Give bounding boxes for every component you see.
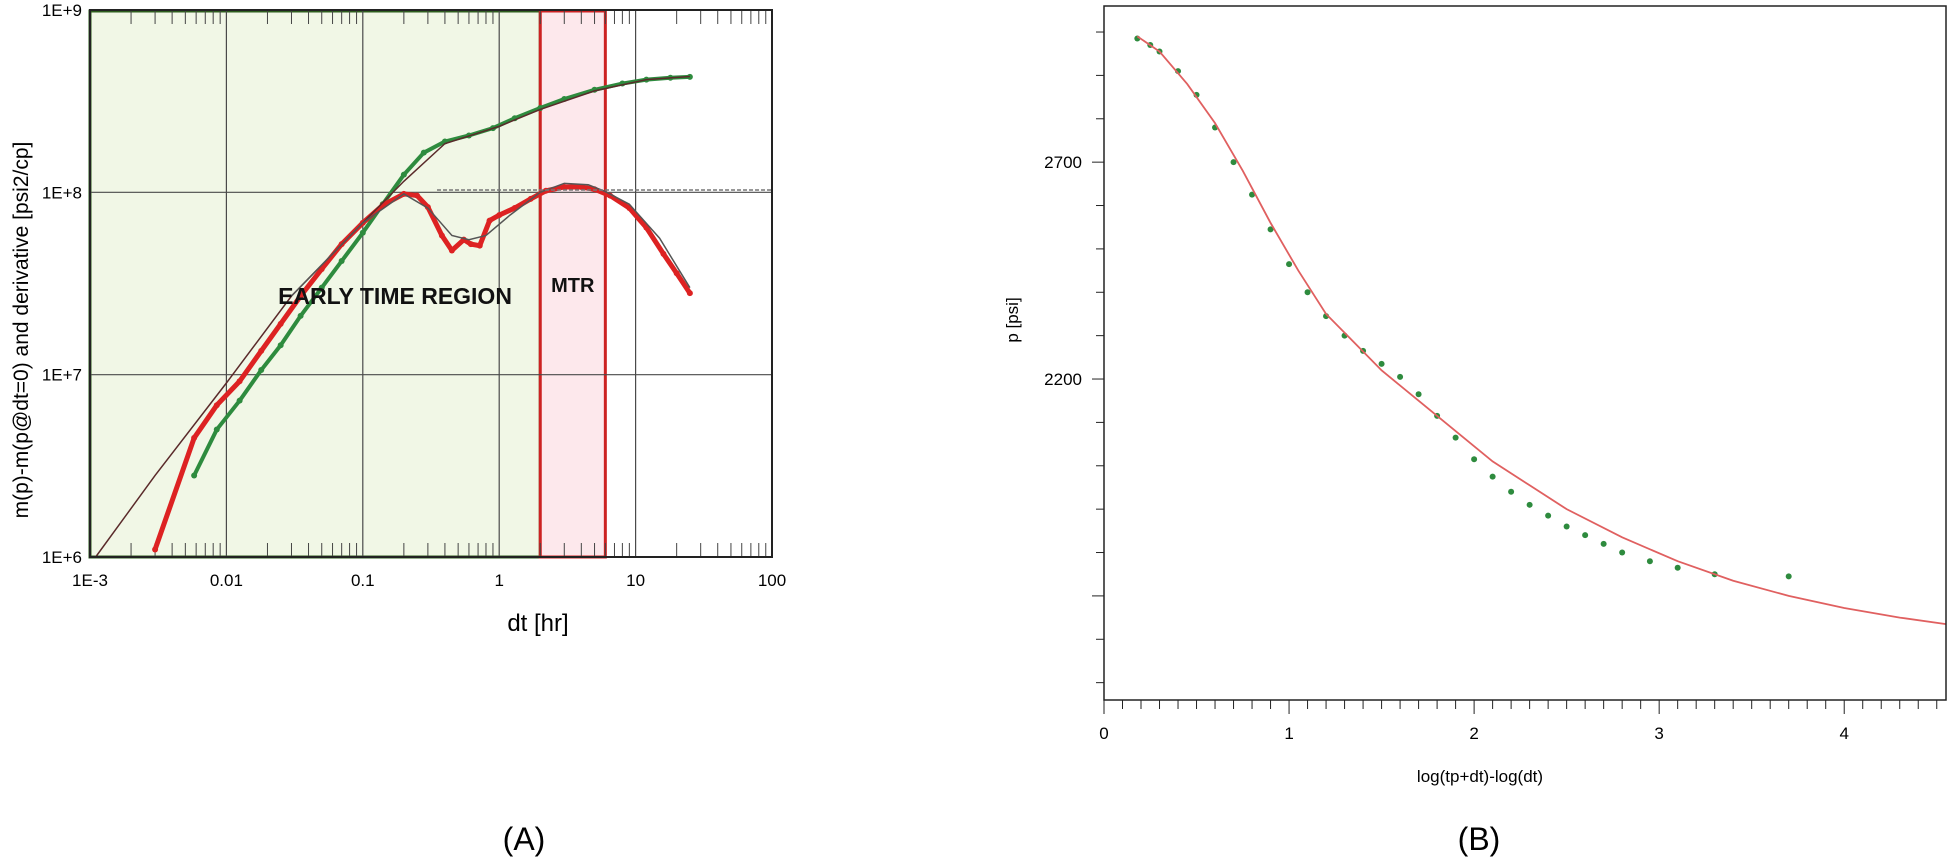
data-point: [400, 171, 407, 178]
data-point: [414, 192, 421, 199]
data-point: [1619, 549, 1626, 556]
region-label-early-time: EARLY TIME REGION: [278, 283, 512, 309]
data-point: [448, 247, 455, 254]
chart-a: 1E-3 0.01 0.1 1 10 100 1E+6 1E+7 1E+8 1E+9 EARLY T…: [10, 1, 786, 857]
y-tick-label: 2200: [1044, 370, 1082, 389]
data-point: [1471, 456, 1478, 463]
data-point: [297, 293, 304, 300]
data-point: [476, 242, 483, 249]
x-tick-label: 1E-3: [72, 571, 108, 590]
data-point: [1563, 523, 1570, 530]
chart-b-y-axis-label: p [psi]: [1003, 297, 1022, 342]
series-model-derivative: [290, 182, 691, 297]
data-point: [420, 149, 427, 156]
x-tick-label: 0.01: [210, 571, 243, 590]
data-point: [578, 183, 585, 190]
x-tick-label: 1: [494, 571, 503, 590]
data-point: [236, 378, 243, 385]
data-point: [1249, 191, 1256, 198]
chart-a-x-axis-label: dt [hr]: [507, 610, 568, 637]
x-tick-label: 0.1: [351, 571, 375, 590]
data-point: [1646, 558, 1653, 565]
data-point: [277, 320, 284, 327]
data-point: [213, 426, 220, 433]
x-tick-label: 10: [626, 571, 645, 590]
data-point: [424, 204, 431, 211]
data-point: [1267, 226, 1274, 233]
data-point: [1508, 488, 1515, 495]
data-point: [486, 217, 493, 224]
y-tick-label: 1E+9: [42, 1, 82, 20]
data-point: [258, 367, 265, 374]
data-point: [1600, 540, 1607, 547]
data-point: [1286, 261, 1293, 268]
data-point: [191, 434, 198, 441]
data-point: [1545, 512, 1552, 519]
data-point: [467, 241, 474, 248]
data-point: [338, 258, 345, 265]
data-point: [191, 472, 198, 479]
data-point: [1397, 373, 1404, 380]
data-point: [1378, 360, 1385, 367]
data-point: [359, 229, 366, 236]
chart-a-y-axis-label: m(p)-m(p@dt=0) and derivative [psi2/cp]: [10, 142, 33, 519]
x-tick-label: 100: [758, 571, 786, 590]
data-point: [1582, 532, 1589, 539]
region-early-time: [88, 9, 542, 559]
data-point: [1526, 501, 1533, 508]
data-point: [1230, 159, 1237, 166]
data-point: [1415, 391, 1422, 398]
data-point: [561, 183, 568, 190]
data-point: [152, 546, 159, 553]
data-point: [496, 212, 503, 219]
data-point: [438, 232, 445, 239]
data-point: [318, 284, 325, 291]
x-tick-label: 3: [1654, 724, 1663, 743]
series-measured: [1134, 35, 1792, 580]
y-tick-label: 1E+6: [42, 548, 82, 567]
data-point: [1489, 473, 1496, 480]
data-point: [1304, 289, 1311, 296]
y-tick-label: 1E+7: [42, 366, 82, 385]
data-point: [673, 270, 680, 277]
chart-b: 0 1 2 3 4 2200 2700 p [psi] log(tp+dt)-log(dt)…: [1003, 5, 1947, 857]
data-point: [660, 250, 667, 257]
series-model-pressure: [95, 75, 690, 558]
x-tick-label: 1: [1284, 724, 1293, 743]
plot-frame: [89, 9, 773, 558]
x-tick-label: 4: [1839, 724, 1848, 743]
data-point: [258, 347, 265, 354]
region-label-mtr: MTR: [551, 275, 595, 297]
y-tick-label: 1E+8: [42, 183, 82, 202]
x-tick-label: 2: [1469, 724, 1478, 743]
data-point: [277, 342, 284, 349]
data-point: [1674, 564, 1681, 571]
x-tick-label: 0: [1099, 724, 1108, 743]
data-point: [236, 397, 243, 404]
chart-b-panel-label: (B): [1458, 821, 1501, 857]
data-point: [297, 312, 304, 319]
chart-a-panel-label: (A): [503, 821, 546, 857]
series-model: [1136, 35, 1947, 625]
data-point: [213, 402, 220, 409]
data-point: [1785, 573, 1792, 580]
data-point: [686, 290, 693, 297]
chart-b-x-axis-label: log(tp+dt)-log(dt): [1417, 767, 1543, 786]
data-point: [1452, 434, 1459, 441]
y-tick-label: 2700: [1044, 153, 1082, 172]
plot-frame: [1103, 5, 1947, 701]
